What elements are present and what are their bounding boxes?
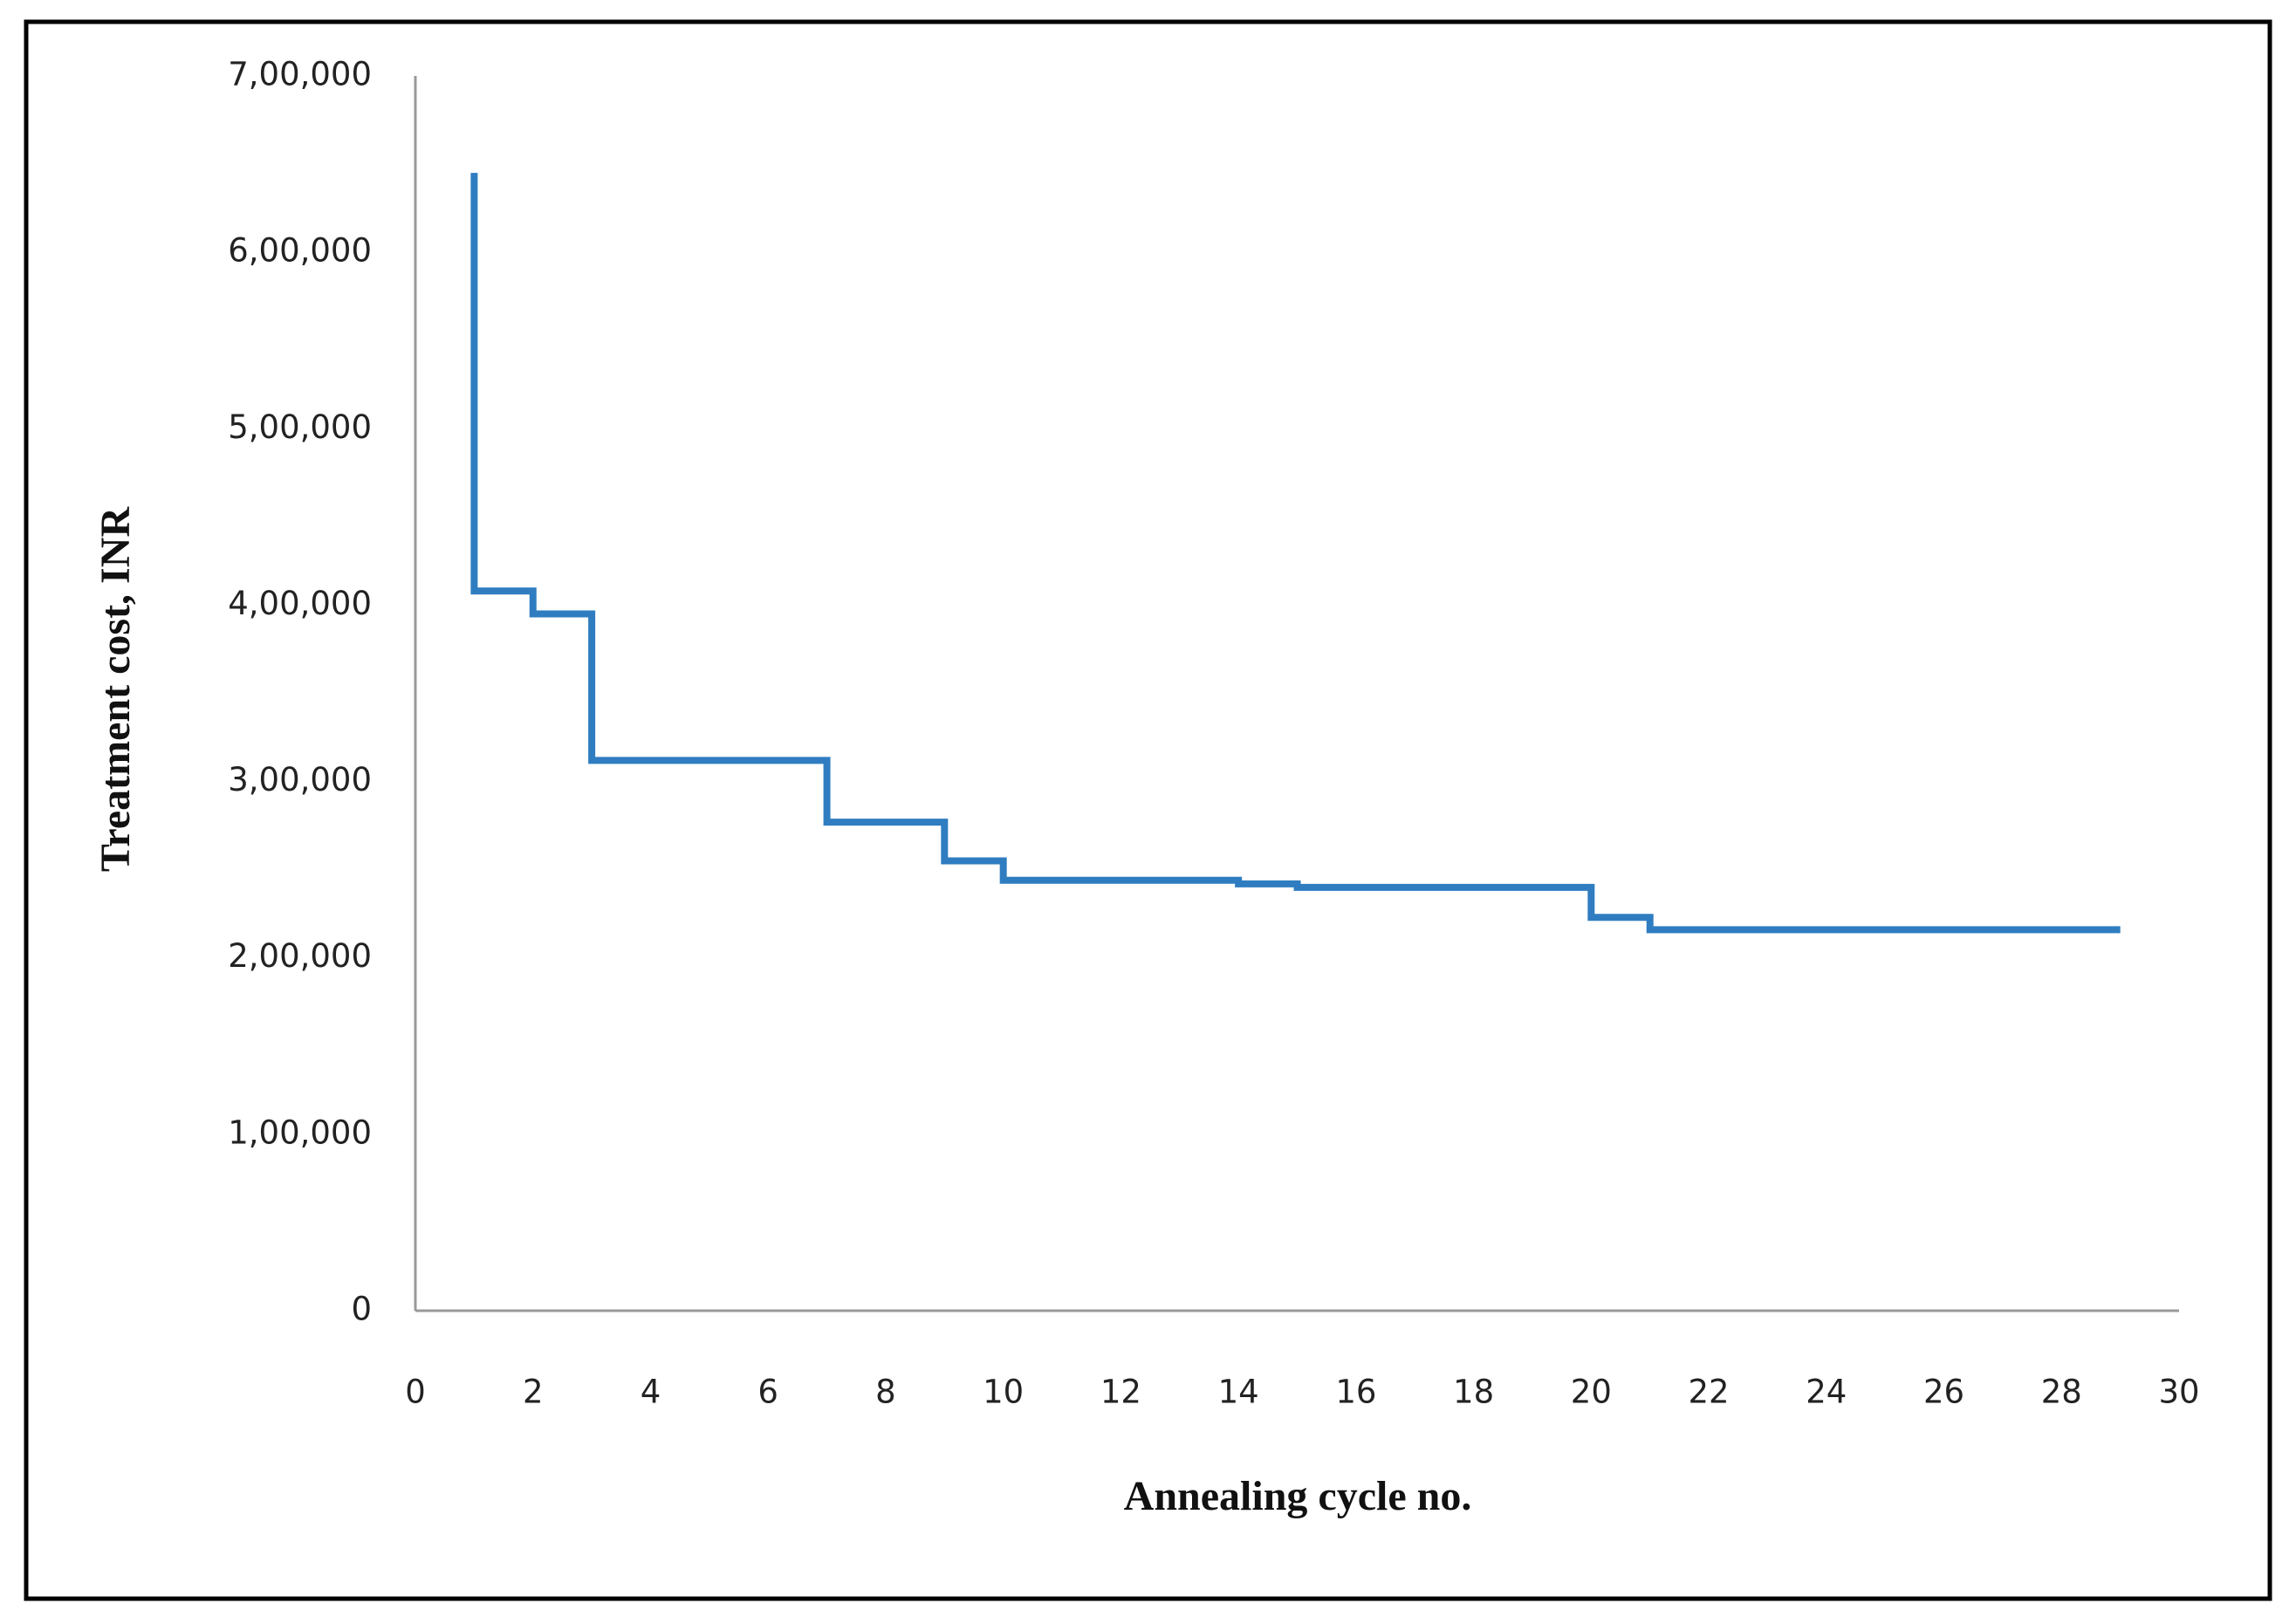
x-tick-label: 30: [2158, 1374, 2199, 1411]
y-tick-label: 1,00,000: [228, 1114, 372, 1151]
x-tick-label: 24: [1806, 1374, 1847, 1411]
x-tick-label: 18: [1453, 1374, 1494, 1411]
x-tick-label: 16: [1335, 1374, 1376, 1411]
x-tick-label: 20: [1571, 1374, 1612, 1411]
x-tick-label: 22: [1689, 1374, 1730, 1411]
x-tick-label: 2: [523, 1374, 544, 1411]
frame: [24, 19, 2272, 1601]
x-axis-title: Annealing cycle no.: [1124, 1473, 1472, 1519]
x-tick-label: 0: [405, 1374, 426, 1411]
y-tick-label: 6,00,000: [228, 232, 372, 270]
y-tick-label: 4,00,000: [228, 585, 372, 622]
y-axis-title: Treatment cost, INR: [93, 506, 139, 872]
y-tick-label: 5,00,000: [228, 408, 372, 446]
x-tick-label: 12: [1100, 1374, 1141, 1411]
x-tick-label: 10: [983, 1374, 1024, 1411]
x-tick-label: 26: [1923, 1374, 1964, 1411]
y-tick-label: 3,00,000: [228, 761, 372, 798]
y-tick-label: 2,00,000: [228, 937, 372, 975]
x-tick-label: 6: [757, 1374, 778, 1411]
x-tick-label: 4: [641, 1374, 661, 1411]
x-tick-label: 28: [2041, 1374, 2082, 1411]
x-tick-label: 8: [875, 1374, 896, 1411]
step-line: [470, 173, 2121, 934]
y-tick-label: 7,00,000: [228, 56, 372, 93]
y-tick-label: 0: [351, 1291, 372, 1328]
x-tick-label: 14: [1218, 1374, 1259, 1411]
